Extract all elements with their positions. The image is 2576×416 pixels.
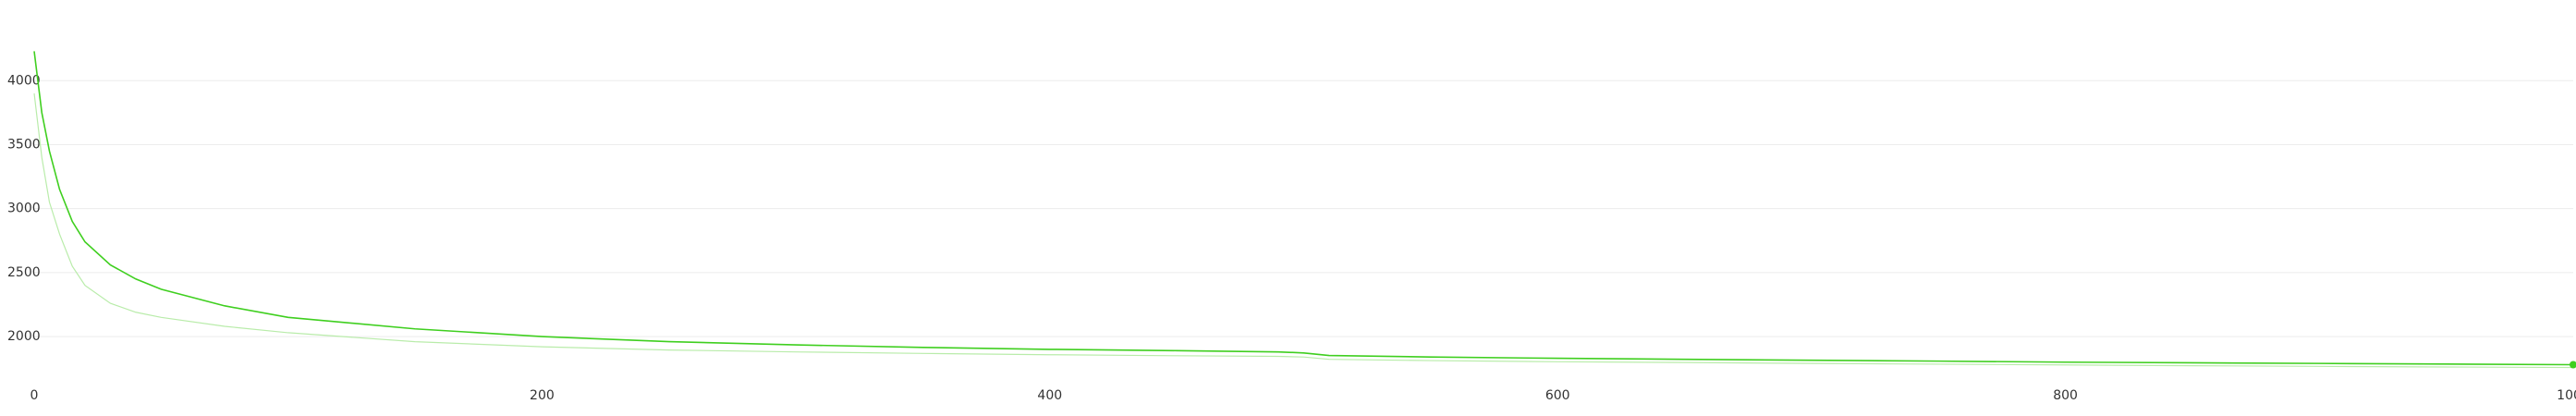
x-tick-label: 800 xyxy=(2053,388,2078,403)
y-tick-label: 2500 xyxy=(7,265,41,280)
series-line xyxy=(33,93,2574,369)
y-tick-label: 2000 xyxy=(7,329,41,344)
x-tick-label: 1000 xyxy=(2557,388,2576,403)
series-line xyxy=(33,51,2574,366)
y-tick-label: 3000 xyxy=(7,202,41,216)
x-tick-label: 0 xyxy=(31,388,39,403)
y-tick-label: 3500 xyxy=(7,137,41,152)
end-point xyxy=(2570,361,2576,369)
y-tick-label: 4000 xyxy=(7,73,41,88)
x-tick-label: 400 xyxy=(1037,388,1062,403)
x-tick-label: 600 xyxy=(1545,388,1570,403)
x-tick-label: 200 xyxy=(530,388,555,403)
